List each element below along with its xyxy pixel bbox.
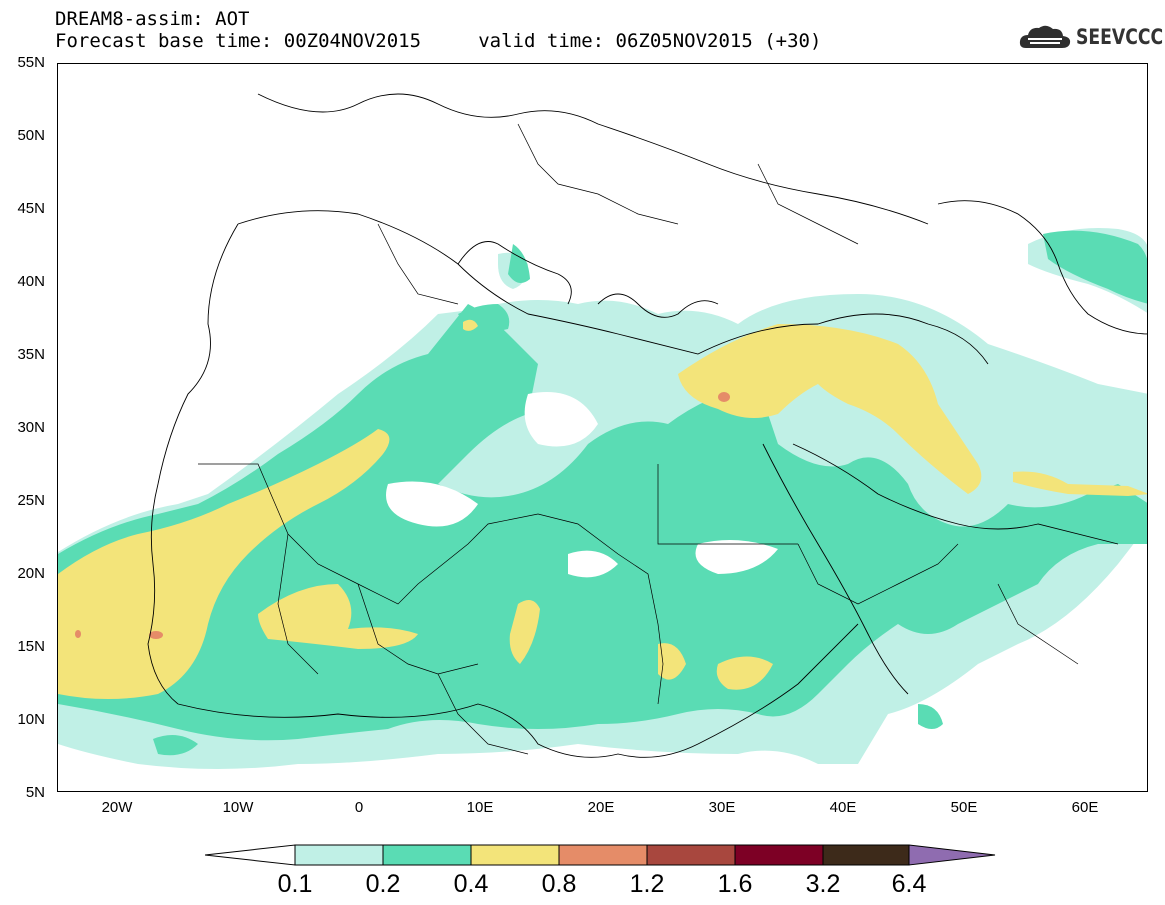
chart-title: DREAM8-assim: AOT	[55, 8, 250, 30]
colorbar-label: 0.8	[541, 870, 577, 898]
lon-label: 10E	[466, 799, 494, 816]
lon-label: 40E	[829, 799, 857, 816]
aot-contour-0.8-1.2	[75, 392, 730, 639]
coastlines	[147, 93, 1147, 758]
seevccc-logo: SEEVCCC	[1018, 22, 1165, 52]
lon-label: 0	[354, 799, 364, 816]
lat-label: 25N	[17, 492, 45, 509]
lat-label: 20N	[17, 565, 45, 582]
lat-label: 45N	[17, 200, 45, 217]
lat-label: 55N	[17, 54, 45, 71]
chart-subtitle: Forecast base time: 00Z04NOV2015 valid t…	[55, 30, 822, 52]
logo-text: SEEVCCC	[1076, 25, 1164, 49]
colorbar-label: 0.1	[277, 870, 313, 898]
colorbar-label: 0.2	[365, 870, 401, 898]
lat-label: 50N	[17, 127, 45, 144]
cloud-icon	[1019, 25, 1071, 48]
lon-label: 10W	[222, 799, 254, 816]
colorbar-label: 0.4	[453, 870, 489, 898]
colorbar-label: 6.4	[891, 870, 927, 898]
colorbar-label: 1.2	[629, 870, 665, 898]
lat-label: 5N	[25, 784, 45, 801]
lon-label: 20E	[587, 799, 615, 816]
colorbar-label: 1.6	[717, 870, 753, 898]
colorbar-segment	[382, 844, 472, 866]
colorbar-segment	[734, 844, 824, 866]
lon-label: 20W	[101, 799, 133, 816]
lat-label: 10N	[17, 711, 45, 728]
colorbar-min-arrow	[205, 844, 296, 866]
aot-contour-0.4-0.8	[58, 319, 1147, 699]
lat-label: 30N	[17, 419, 45, 436]
lon-label: 50E	[950, 799, 978, 816]
lat-label: 35N	[17, 346, 45, 363]
colorbar-segment	[558, 844, 648, 866]
borders	[198, 123, 1079, 755]
colorbar-segment	[294, 844, 384, 866]
colorbar	[205, 844, 996, 866]
colorbar-segment	[822, 844, 910, 866]
lon-label: 60E	[1071, 799, 1099, 816]
colorbar-max-arrow	[908, 844, 996, 866]
lat-label: 15N	[17, 638, 45, 655]
aot-low-areas	[386, 392, 778, 578]
colorbar-segment	[646, 844, 736, 866]
lat-label: 40N	[17, 273, 45, 290]
aot-map	[58, 93, 1147, 769]
colorbar-segment	[470, 844, 560, 866]
colorbar-label: 3.2	[805, 870, 841, 898]
lon-label: 30E	[708, 799, 736, 816]
map-frame	[57, 63, 1148, 792]
